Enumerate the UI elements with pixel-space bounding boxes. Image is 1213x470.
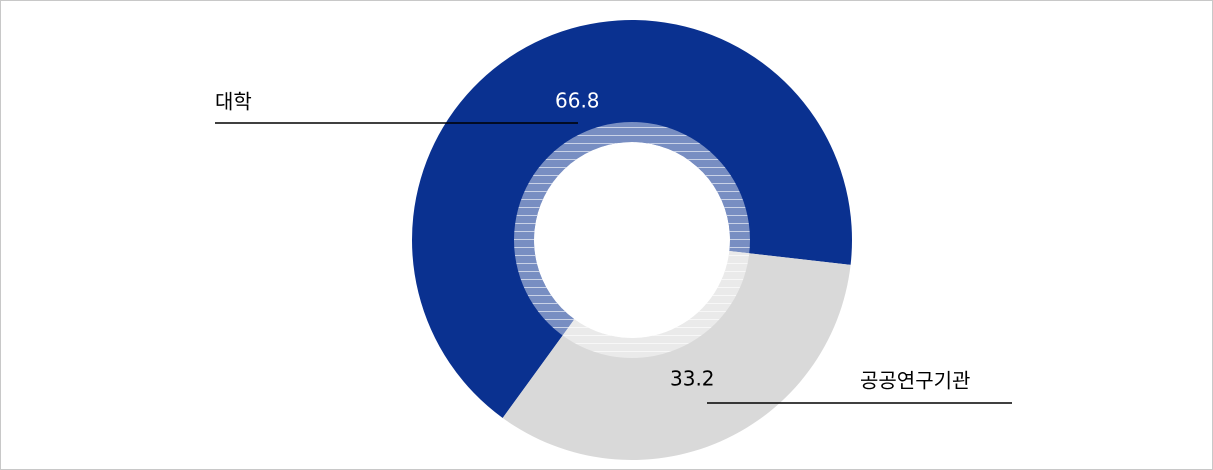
value-label: 33.2: [670, 367, 715, 391]
slices: [412, 19, 852, 460]
labels: 대학 66.8 공공연구기관 33.2: [215, 89, 1012, 404]
category-label: 공공연구기관: [860, 369, 970, 393]
value-label: 66.8: [555, 89, 600, 113]
category-label: 대학: [215, 90, 252, 114]
slice: [502, 251, 851, 460]
slice: [412, 19, 852, 418]
